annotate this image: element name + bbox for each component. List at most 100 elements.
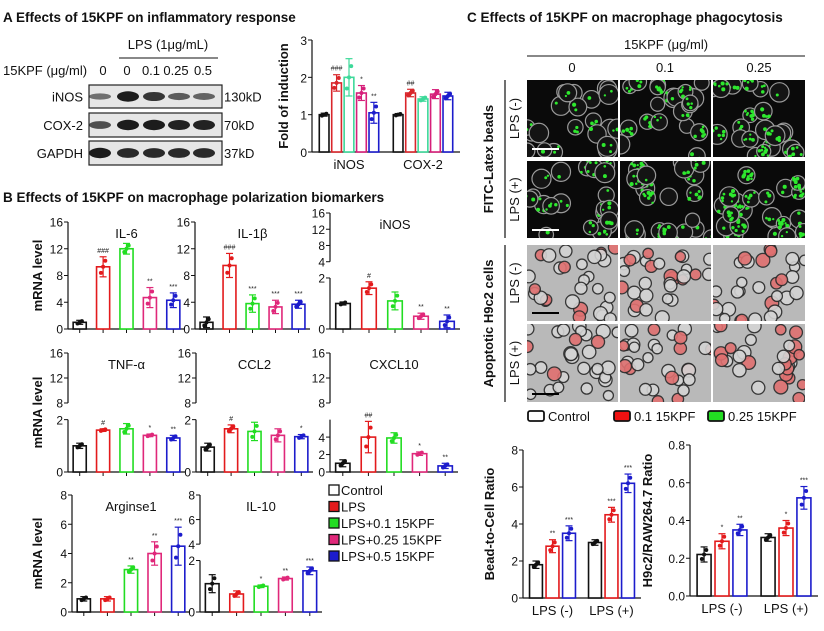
- bead: [740, 205, 744, 208]
- cell: [546, 366, 562, 382]
- y-tick-label: 6: [60, 518, 67, 532]
- data-point: [206, 317, 211, 322]
- bead: [630, 162, 634, 166]
- bead: [655, 85, 659, 89]
- data-point: [79, 319, 84, 324]
- bead: [628, 130, 631, 134]
- significance-mark: **: [371, 93, 377, 100]
- y-tick-label: 4: [318, 431, 325, 445]
- bead: [612, 129, 615, 132]
- data-point: [173, 434, 178, 439]
- bead: [698, 156, 701, 157]
- bead: [713, 129, 715, 133]
- panel-a-title: A Effects of 15KPF on inflammatory respo…: [3, 10, 296, 25]
- cell: [690, 123, 709, 142]
- data-point: [569, 526, 574, 531]
- micrograph-row-label: LPS (+): [507, 177, 522, 221]
- data-point: [107, 595, 112, 600]
- bar: [119, 247, 134, 330]
- cell: [620, 358, 633, 374]
- bead: [780, 220, 784, 224]
- data-point: [628, 475, 633, 480]
- bar: [760, 536, 776, 597]
- bead: [605, 232, 609, 236]
- bead: [722, 192, 726, 196]
- y-tick-label: 16: [312, 207, 326, 221]
- cell: [702, 229, 711, 238]
- blot-size-label: 70kD: [224, 118, 254, 133]
- data-point: [611, 508, 616, 513]
- micrograph-image: [713, 245, 805, 321]
- bead: [527, 128, 529, 131]
- y-tick-label: 12: [312, 372, 326, 386]
- bead: [733, 193, 737, 197]
- data-point: [369, 282, 374, 287]
- legend-swatch: [707, 410, 725, 422]
- bead: [785, 223, 790, 228]
- y-tick-label: 2: [184, 413, 191, 427]
- cell: [789, 325, 804, 340]
- cell: [769, 82, 790, 103]
- bead: [780, 234, 784, 238]
- cell: [755, 252, 771, 268]
- bead: [743, 80, 747, 83]
- cell: [607, 245, 618, 255]
- significance-mark: ###: [331, 66, 343, 73]
- bead: [727, 213, 732, 218]
- blot-band: [143, 91, 165, 102]
- bead: [634, 182, 638, 186]
- legend-swatch: [328, 517, 340, 529]
- data-point: [79, 442, 84, 447]
- bead: [710, 235, 711, 238]
- cell: [591, 362, 604, 376]
- cell: [752, 280, 766, 295]
- bead: [713, 239, 716, 242]
- significance-mark: *: [418, 443, 421, 450]
- data-point: [349, 64, 354, 69]
- significance-mark: *: [785, 512, 788, 519]
- data-point: [445, 319, 449, 324]
- bar: [778, 527, 794, 597]
- bead: [791, 146, 795, 151]
- data-point: [204, 320, 209, 325]
- bead: [736, 219, 741, 225]
- data-point: [357, 95, 362, 100]
- y-tick-label: 0.6: [668, 476, 685, 490]
- cell: [581, 344, 597, 360]
- bead: [588, 221, 593, 225]
- bead: [744, 137, 748, 141]
- micrograph-row-label: LPS (-): [507, 98, 522, 139]
- bead: [760, 107, 765, 112]
- data-point: [702, 552, 707, 557]
- significance-mark: **: [283, 568, 289, 575]
- bead: [589, 161, 592, 164]
- chart-title: IL-1β: [238, 226, 268, 241]
- cell: [642, 247, 654, 260]
- bead: [694, 162, 699, 167]
- bead: [717, 133, 721, 137]
- blot-dose-1: 0: [123, 63, 130, 78]
- bead: [605, 220, 610, 225]
- cell: [623, 253, 637, 267]
- y-tick-label: 8: [56, 397, 63, 411]
- cell: [527, 269, 536, 284]
- dose-col-0: 0: [568, 60, 575, 75]
- data-point: [103, 427, 108, 432]
- bead: [750, 109, 754, 114]
- legend-swatch: [328, 500, 340, 513]
- chart-ccl2: 0 2 8 12 16 CCL2 # *: [178, 347, 313, 480]
- data-point: [252, 429, 257, 434]
- cell: [748, 312, 763, 321]
- bar: [392, 113, 404, 153]
- y-tick-label: 16: [312, 347, 326, 361]
- blot-dose-label: 15KPF (μg/ml): [3, 63, 87, 78]
- micrograph-row-label: LPS (+): [507, 341, 522, 385]
- bar: [123, 568, 139, 613]
- bead: [573, 129, 577, 133]
- y-tick-label: 2: [318, 272, 325, 286]
- bead: [687, 177, 691, 181]
- blot-band: [143, 148, 165, 158]
- data-point: [212, 576, 217, 581]
